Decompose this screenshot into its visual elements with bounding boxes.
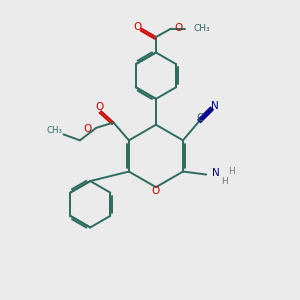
Text: N: N [212,168,219,178]
Text: O: O [95,102,103,112]
Text: O: O [174,22,183,32]
Text: H: H [228,167,235,176]
Text: H: H [222,177,228,186]
Text: CH₃: CH₃ [46,126,62,135]
Text: C: C [196,113,204,123]
Text: O: O [84,124,92,134]
Text: CH₃: CH₃ [194,24,210,33]
Text: O: O [152,186,160,196]
Text: N: N [212,100,219,111]
Text: O: O [134,22,142,32]
